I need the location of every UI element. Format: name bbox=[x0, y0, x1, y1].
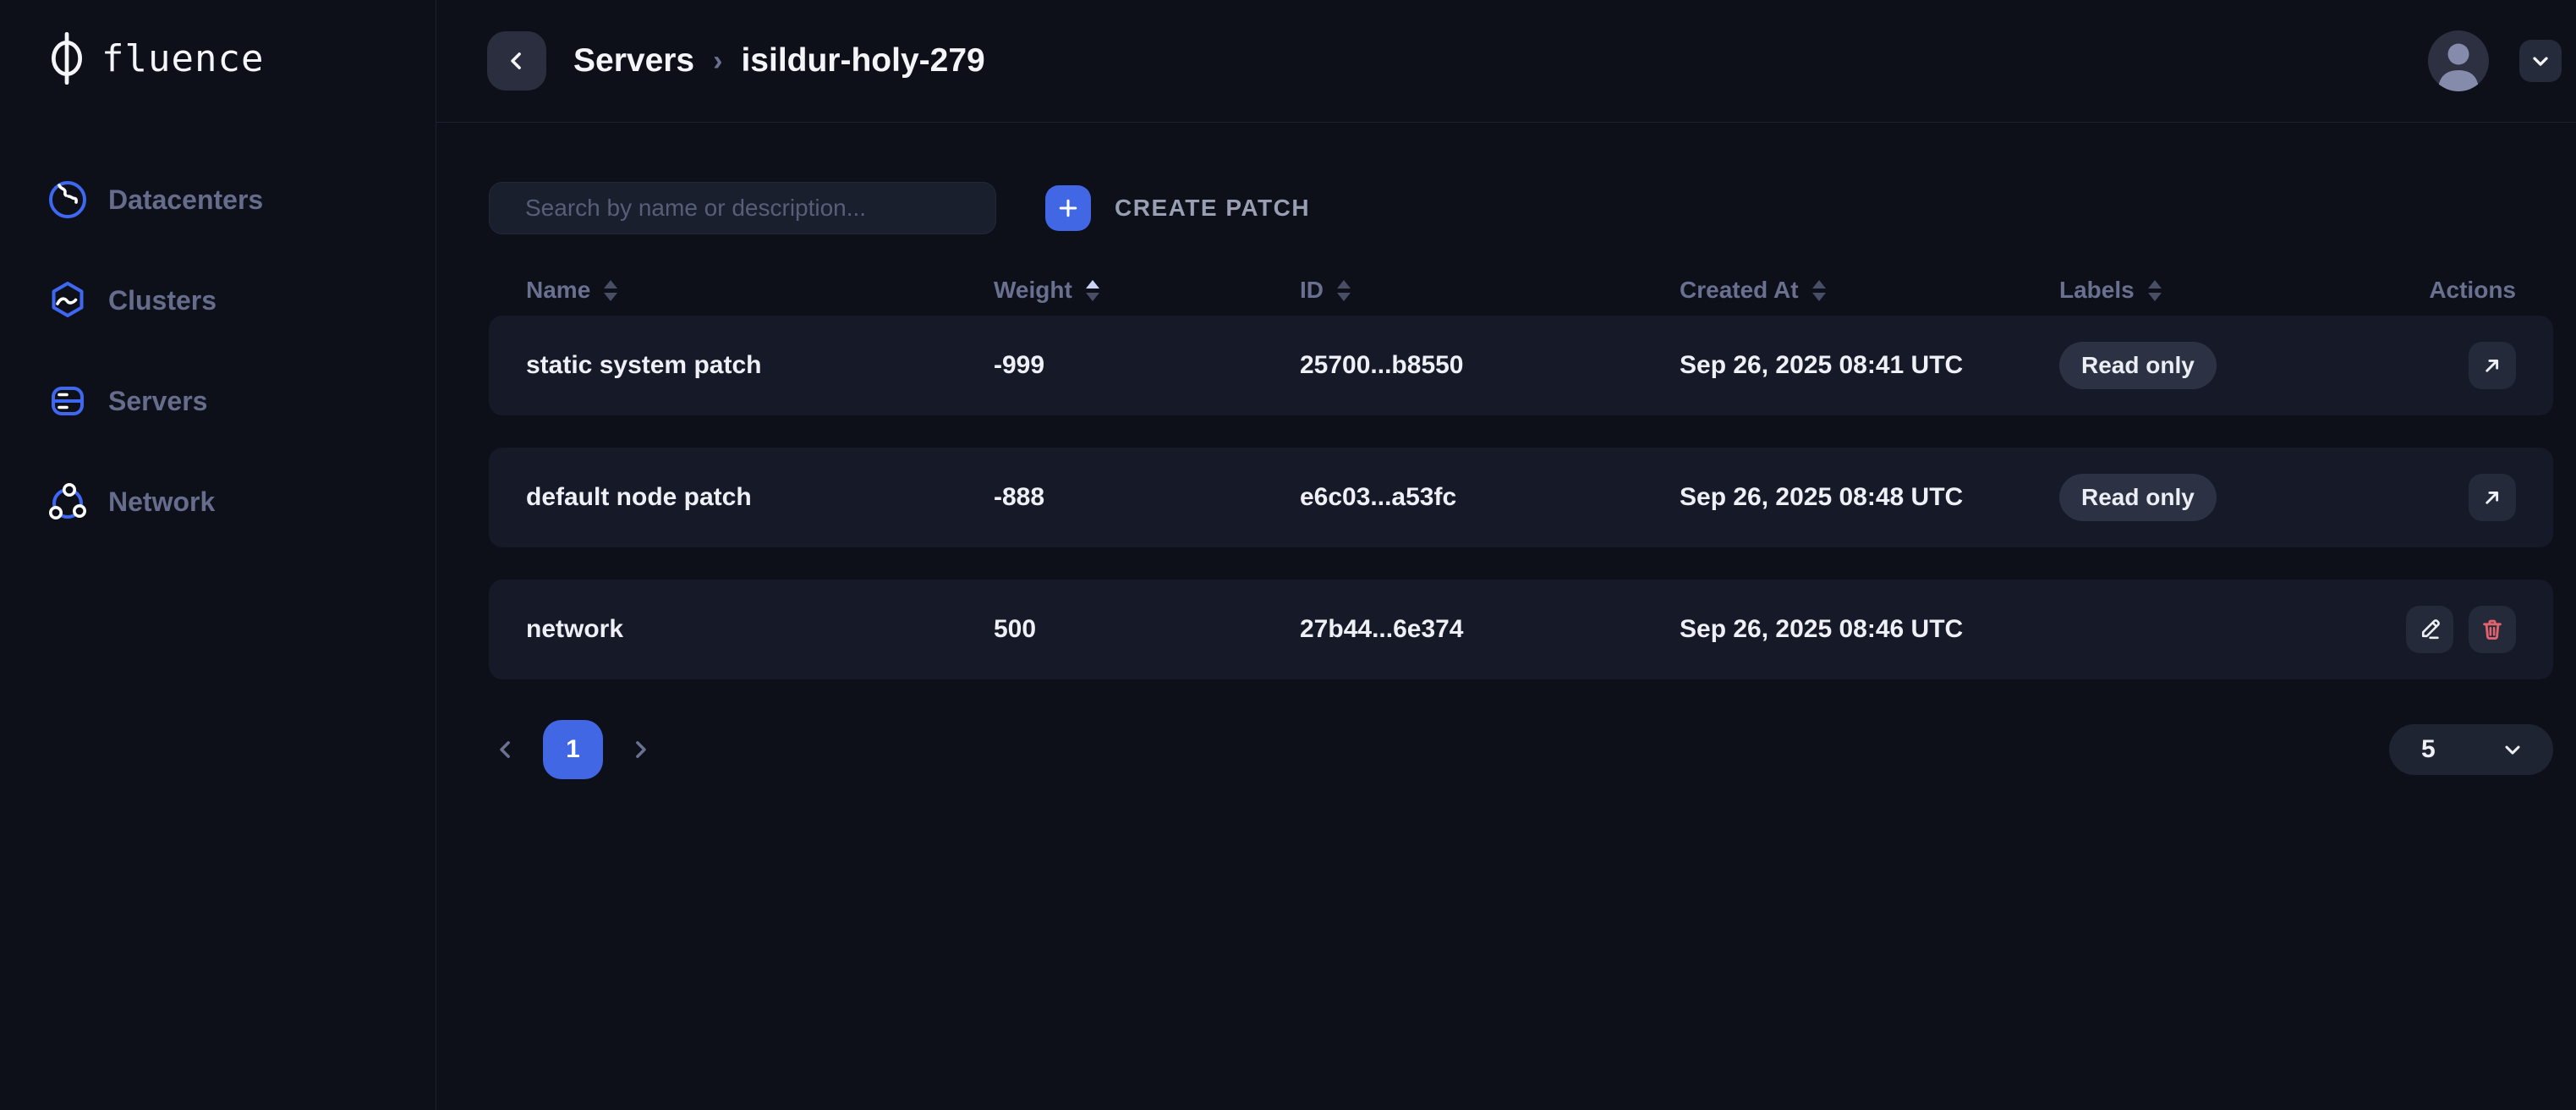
sidebar-item-network[interactable]: Network bbox=[47, 481, 436, 522]
cell-weight: -888 bbox=[994, 483, 1045, 511]
sort-icon bbox=[1337, 279, 1351, 301]
page-size-value: 5 bbox=[2421, 735, 2436, 763]
cell-created-at: Sep 26, 2025 08:41 UTC bbox=[1680, 351, 1964, 379]
chevron-down-icon bbox=[2501, 738, 2524, 761]
cell-created-at: Sep 26, 2025 08:48 UTC bbox=[1680, 483, 1964, 511]
topbar: Servers › isildur-holy-279 bbox=[436, 0, 2576, 123]
cell-actions bbox=[2406, 342, 2516, 389]
breadcrumb-parent[interactable]: Servers bbox=[573, 42, 695, 79]
breadcrumb-current: isildur-holy-279 bbox=[741, 42, 985, 79]
cell-id: 27b44...6e374 bbox=[1300, 615, 1464, 643]
cell-id: 25700...b8550 bbox=[1300, 351, 1464, 379]
trash-icon bbox=[2480, 617, 2505, 642]
external-link-icon bbox=[2480, 485, 2505, 510]
network-nodes-icon bbox=[47, 481, 88, 522]
sidebar-item-label: Clusters bbox=[108, 284, 217, 316]
table-row[interactable]: default node patch -888 e6c03...a53fc Se… bbox=[489, 448, 2553, 547]
plus-icon bbox=[1045, 185, 1091, 231]
sort-icon bbox=[1811, 279, 1826, 301]
open-patch-button[interactable] bbox=[2469, 474, 2516, 521]
sort-icon bbox=[604, 279, 618, 301]
chevron-down-icon bbox=[2529, 49, 2552, 73]
column-header-actions: Actions bbox=[2429, 277, 2516, 303]
cell-created-at: Sep 26, 2025 08:46 UTC bbox=[1680, 615, 1964, 643]
table-toolbar: CREATE PATCH bbox=[489, 182, 2553, 234]
cell-actions bbox=[2406, 606, 2516, 653]
brand-name: fluence bbox=[101, 36, 265, 80]
column-header-weight[interactable]: Weight bbox=[994, 277, 1300, 304]
column-header-id[interactable]: ID bbox=[1300, 277, 1680, 304]
cell-name: network bbox=[526, 615, 624, 643]
hexagon-wave-icon bbox=[47, 280, 88, 321]
user-menu-button[interactable] bbox=[2519, 40, 2562, 82]
search-input[interactable] bbox=[489, 182, 996, 234]
sort-asc-icon bbox=[1085, 279, 1099, 301]
table-footer: 1 5 bbox=[489, 720, 2553, 779]
main-area: Servers › isildur-holy-279 bbox=[436, 0, 2576, 1110]
cell-labels: Read only bbox=[2059, 342, 2406, 389]
edit-patch-button[interactable] bbox=[2406, 606, 2453, 653]
sidebar-item-servers[interactable]: Servers bbox=[47, 381, 436, 421]
sidebar: fluence Datacenters bbox=[0, 0, 436, 1110]
sidebar-item-clusters[interactable]: Clusters bbox=[47, 280, 436, 321]
edit-icon bbox=[2417, 617, 2442, 642]
server-icon bbox=[47, 381, 88, 421]
content: CREATE PATCH Name Weight ID Creat bbox=[436, 123, 2576, 779]
avatar[interactable] bbox=[2428, 30, 2489, 91]
cell-actions bbox=[2406, 474, 2516, 521]
delete-patch-button[interactable] bbox=[2469, 606, 2516, 653]
topbar-right bbox=[2428, 30, 2562, 91]
table-header: Name Weight ID Created At Labels bbox=[489, 265, 2553, 316]
read-only-badge: Read only bbox=[2059, 474, 2217, 521]
sidebar-item-label: Network bbox=[108, 486, 216, 517]
sort-icon bbox=[2147, 279, 2162, 301]
page-number-button[interactable]: 1 bbox=[543, 720, 603, 779]
globe-icon bbox=[47, 179, 88, 220]
table-row[interactable]: network 500 27b44...6e374 Sep 26, 2025 0… bbox=[489, 580, 2553, 679]
table-row[interactable]: static system patch -999 25700...b8550 S… bbox=[489, 316, 2553, 415]
topbar-left: Servers › isildur-holy-279 bbox=[487, 31, 985, 91]
create-patch-label: CREATE PATCH bbox=[1115, 195, 1311, 221]
create-patch-button[interactable]: CREATE PATCH bbox=[1045, 185, 1310, 231]
next-page-button[interactable] bbox=[623, 733, 657, 767]
sidebar-item-datacenters[interactable]: Datacenters bbox=[47, 179, 436, 220]
cell-id: e6c03...a53fc bbox=[1300, 483, 1457, 511]
back-button[interactable] bbox=[487, 31, 546, 91]
pagination: 1 bbox=[489, 720, 657, 779]
page-size-select[interactable]: 5 bbox=[2389, 724, 2553, 775]
column-header-labels[interactable]: Labels bbox=[2059, 277, 2406, 304]
chevron-right-icon bbox=[628, 737, 653, 762]
cell-labels: Read only bbox=[2059, 474, 2406, 521]
chevron-left-icon bbox=[493, 737, 518, 762]
phi-circle-icon bbox=[47, 32, 86, 85]
cell-name: static system patch bbox=[526, 351, 762, 379]
breadcrumb: Servers › isildur-holy-279 bbox=[573, 42, 985, 80]
sidebar-item-label: Datacenters bbox=[108, 184, 264, 215]
sidebar-item-label: Servers bbox=[108, 385, 208, 416]
column-header-name[interactable]: Name bbox=[526, 277, 994, 304]
sidebar-nav: Datacenters Clusters bbox=[47, 179, 436, 522]
previous-page-button[interactable] bbox=[489, 733, 523, 767]
brand-logo[interactable]: fluence bbox=[47, 32, 436, 85]
cell-name: default node patch bbox=[526, 483, 752, 511]
column-header-created-at[interactable]: Created At bbox=[1680, 277, 2059, 304]
open-patch-button[interactable] bbox=[2469, 342, 2516, 389]
read-only-badge: Read only bbox=[2059, 342, 2217, 389]
cell-weight: 500 bbox=[994, 615, 1037, 643]
breadcrumb-separator: › bbox=[713, 44, 723, 77]
person-icon bbox=[2428, 30, 2489, 91]
chevron-left-icon bbox=[504, 48, 529, 74]
cell-weight: -999 bbox=[994, 351, 1045, 379]
external-link-icon bbox=[2480, 353, 2505, 378]
